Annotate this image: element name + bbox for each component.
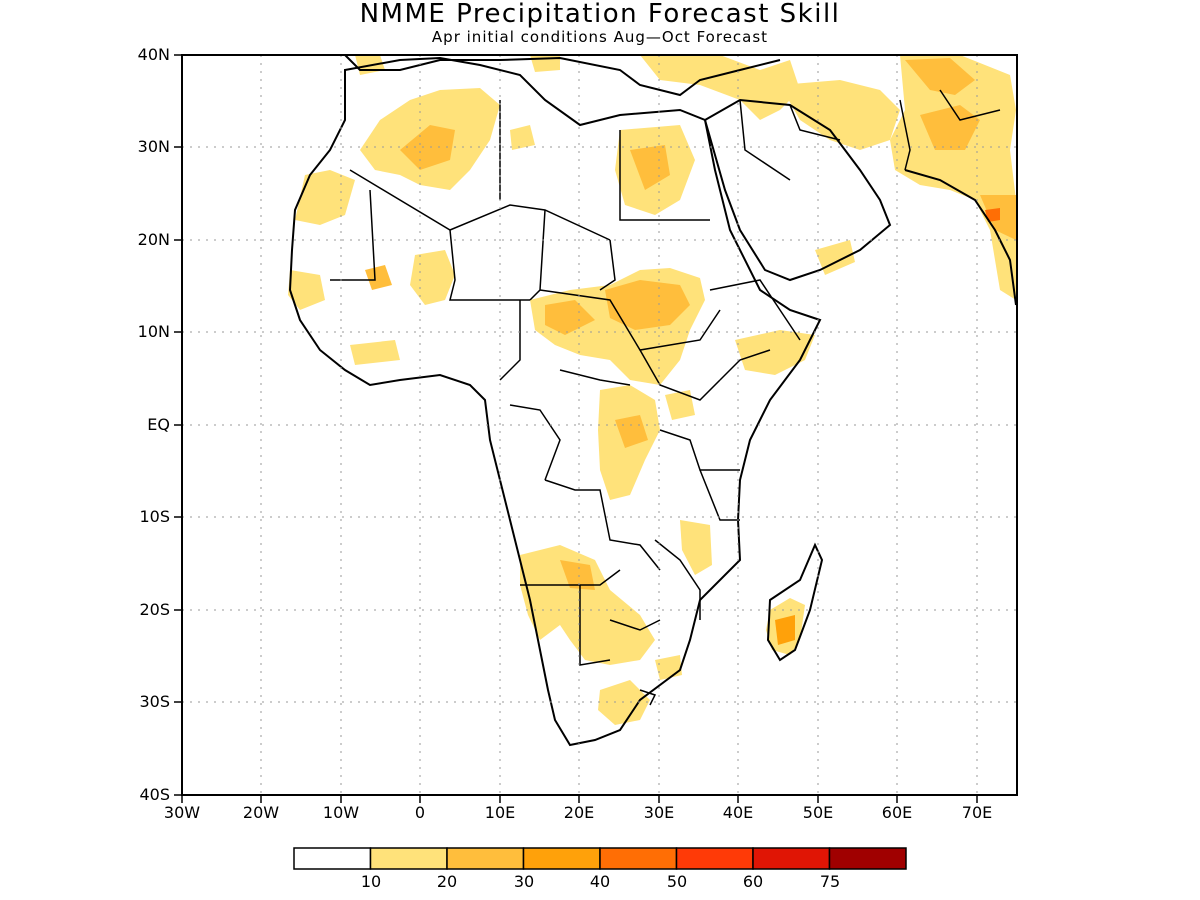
colorbar-swatch [675,847,754,870]
x-tick-label: 30E [643,803,675,822]
europe-coastline [344,54,781,97]
skill-region-middle-east [640,55,800,120]
arabia-coastline [703,98,892,282]
y-tick-label: 40S [139,785,170,804]
colorbar-swatch [446,847,525,870]
colorbar-label: 40 [589,872,611,891]
madagascar-coastline [766,542,824,662]
skill-region-east-africa-highlands [735,330,815,375]
y-tick-label: EQ [147,415,170,434]
colorbar-swatch [599,847,678,870]
map-title: NMME Precipitation Forecast Skill [359,0,841,29]
x-tick-label: 50E [802,803,834,822]
x-tick-label: 20E [563,803,595,822]
y-tick-label: 10S [139,507,170,526]
colorbar-label: 10 [360,872,382,891]
colorbar-swatch [522,847,601,870]
x-tick-label: 0 [414,803,426,822]
africa-coastline [288,56,822,747]
y-tick-label: 10N [137,322,170,341]
x-tick-label: 40E [722,803,754,822]
graticule [182,55,1017,795]
colorbar-swatch [369,847,448,870]
x-tick-label: 10E [484,803,516,822]
y-tick-label: 20N [137,230,170,249]
x-tick-label: 10W [322,803,360,822]
colorbar-swatch [828,847,907,870]
y-tick-label: 30N [137,137,170,156]
map-subtitle: Apr initial conditions Aug—Oct Forecast [431,28,769,46]
y-tick-label: 30S [139,692,170,711]
colorbar-label: 50 [666,872,688,891]
x-tick-label: 70E [961,803,993,822]
axis-ticks [174,54,978,803]
x-tick-label: 30W [163,803,201,822]
colorbar-label: 60 [742,872,764,891]
colorbar [293,847,907,870]
y-tick-label: 20S [139,600,170,619]
india-coastline [904,169,1017,306]
colorbar-label: 75 [819,872,841,891]
colorbar-label: 30 [513,872,535,891]
skill-shading [288,55,1016,725]
colorbar-swatch [293,847,372,870]
x-tick-label: 60E [881,803,913,822]
coastlines [288,54,1017,747]
colorbar-swatch [752,847,831,870]
colorbar-label: 20 [436,872,458,891]
skill-region-southern-africa [520,545,655,665]
y-tick-label: 40N [137,45,170,64]
x-tick-label: 20W [242,803,280,822]
